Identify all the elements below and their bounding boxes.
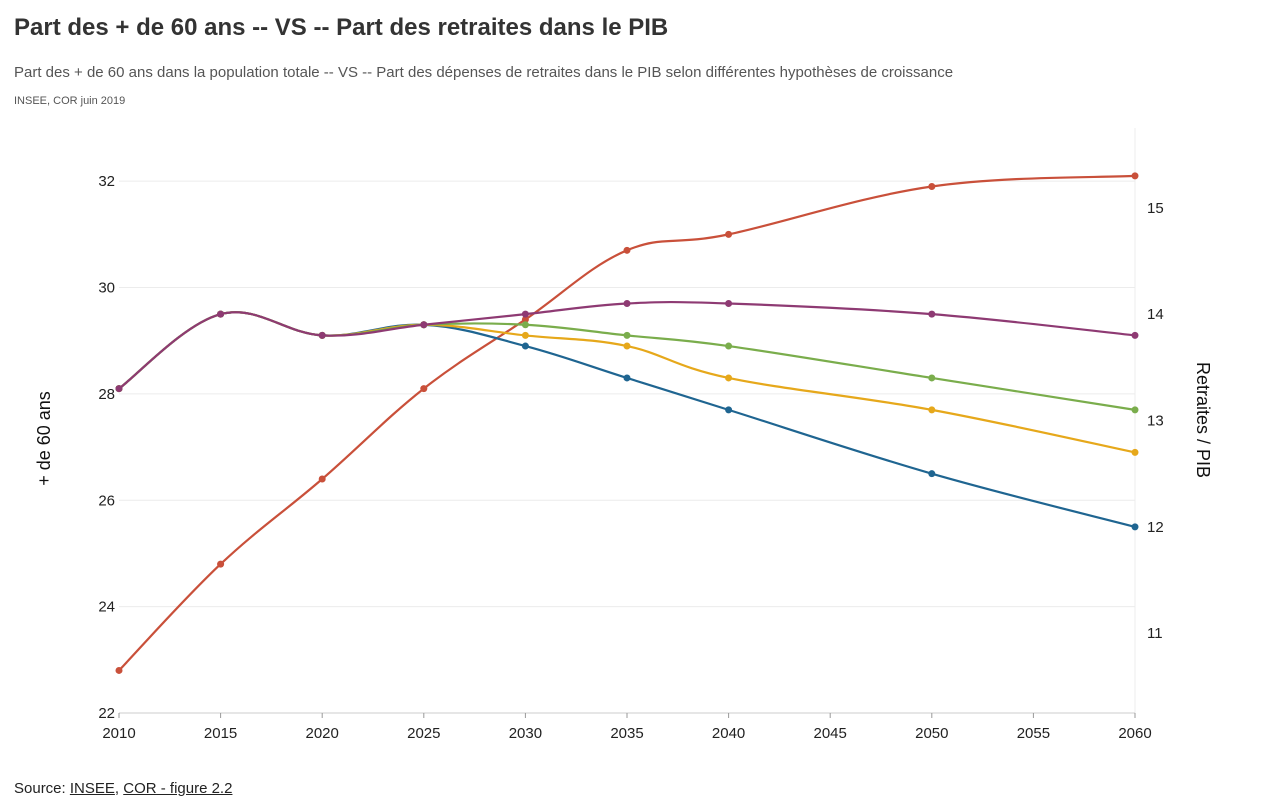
data-point-1	[623, 300, 631, 307]
x-tick-label: 2035	[610, 725, 643, 742]
x-tick-label: 2050	[915, 725, 948, 742]
data-point-4	[928, 470, 936, 478]
data-point-0	[725, 230, 733, 238]
x-tick-label: 2055	[1017, 725, 1050, 742]
left-y-tick-label: 26	[98, 492, 115, 509]
right-y-tick-label: 13	[1147, 413, 1164, 430]
data-point-2	[1131, 406, 1139, 414]
right-axis-title: Retraites / PIB	[1193, 362, 1213, 478]
left-y-tick-label: 22	[98, 705, 115, 722]
data-point-1	[420, 321, 428, 329]
data-point-4	[623, 374, 631, 382]
right-y-tick-label: 12	[1147, 519, 1164, 536]
data-point-0	[928, 183, 936, 190]
x-tick-label: 2015	[204, 725, 237, 742]
data-point-1	[725, 300, 733, 307]
data-point-1	[217, 310, 225, 318]
data-point-4	[725, 406, 733, 414]
source-link-cor[interactable]: COR - figure 2.2	[123, 780, 233, 797]
chart-title: Part des + de 60 ans -- VS -- Part des r…	[14, 14, 669, 41]
left-y-tick-label: 24	[98, 599, 115, 616]
series-line-2	[118, 311, 1136, 411]
data-point-1	[1131, 331, 1139, 339]
data-point-0	[521, 315, 529, 323]
x-tick-label: 2060	[1118, 725, 1151, 742]
right-y-tick-label: 11	[1147, 625, 1163, 642]
left-y-tick-label: 28	[98, 386, 115, 403]
data-point-1	[521, 310, 529, 318]
data-point-2	[928, 374, 936, 382]
x-tick-label: 2020	[306, 725, 339, 742]
data-point-3	[1131, 448, 1139, 456]
data-point-0	[318, 475, 326, 483]
x-tick-label: 2025	[407, 725, 440, 742]
chart-subtitle: Part des + de 60 ans dans la population …	[14, 64, 954, 81]
data-point-2	[623, 331, 631, 339]
data-point-4	[1131, 523, 1139, 531]
data-point-3	[725, 374, 733, 382]
right-y-tick-label: 14	[1147, 306, 1164, 323]
left-axis-title: + de 60 ans	[34, 391, 54, 486]
source-footer: Source: INSEE, COR - figure 2.2	[14, 780, 232, 797]
chart-source-note: INSEE, COR juin 2019	[14, 95, 126, 107]
data-point-4	[521, 342, 529, 350]
data-point-1	[115, 385, 123, 393]
right-y-tick-label: 15	[1147, 200, 1164, 217]
line-chart: 2010 2015 2020 2025 2030 2035 2040 2045 2050 2055…	[34, 128, 1213, 742]
source-separator: ,	[114, 780, 120, 797]
source-label: Source:	[14, 780, 66, 797]
x-tick-label: 2040	[712, 725, 745, 742]
x-tick-label: 2010	[102, 725, 135, 742]
x-tick-label: 2045	[814, 725, 847, 742]
x-tick-label: 2030	[509, 725, 542, 742]
data-point-3	[623, 342, 631, 350]
left-y-tick-label: 32	[98, 173, 115, 190]
source-link-insee[interactable]: INSEE	[69, 780, 115, 797]
data-point-2	[521, 321, 529, 329]
data-point-2	[725, 342, 733, 350]
data-point-0	[1131, 172, 1139, 180]
data-point-1	[928, 310, 936, 318]
data-point-3	[928, 406, 936, 414]
left-y-tick-label: 30	[98, 280, 115, 297]
data-point-0	[420, 385, 428, 393]
data-point-0	[623, 246, 631, 254]
data-point-1	[318, 331, 326, 339]
data-point-0	[217, 560, 225, 568]
series-line-1	[118, 300, 1136, 390]
data-point-0	[115, 666, 123, 674]
data-point-3	[521, 331, 529, 339]
